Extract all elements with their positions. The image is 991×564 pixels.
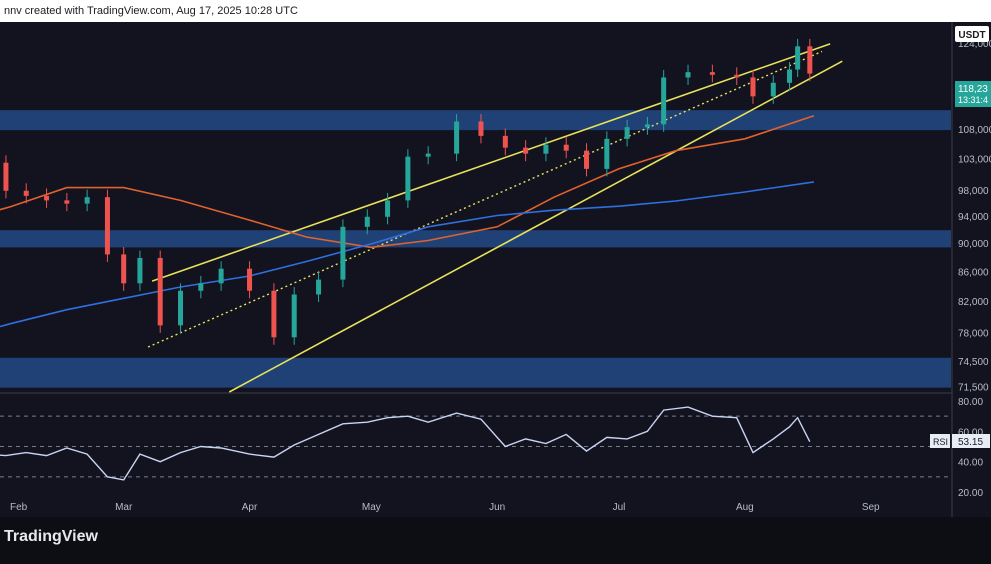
candle-body (84, 197, 90, 204)
candle-body (405, 156, 411, 201)
rsi-line[interactable] (0, 406, 811, 481)
price-tick-label: 71,500 (958, 383, 989, 394)
rsi-tick-label: 80.00 (958, 397, 983, 408)
price-tick-label: 78,000 (958, 328, 989, 339)
candle-body (247, 268, 253, 291)
price-tick-label: 124,000 (958, 39, 991, 50)
candles (3, 38, 813, 345)
candle-body (44, 195, 50, 201)
support-zones (0, 110, 951, 388)
time-tick-label: Mar (115, 502, 133, 513)
rsi-tick-label: 60.00 (958, 427, 983, 438)
candle-body (543, 144, 549, 154)
candle-body (271, 290, 277, 338)
time-tick-label: Apr (242, 502, 258, 513)
countdown-label: 13:31:4 (958, 95, 988, 105)
candle-body (178, 290, 184, 326)
candle-body (795, 46, 801, 70)
candle-body (478, 121, 484, 136)
candle-body (523, 147, 529, 154)
candle-body (770, 82, 776, 97)
last-price-label: 118,23 (958, 84, 988, 95)
time-tick-label: Jul (613, 502, 626, 513)
price-tick-label: 74,500 (958, 357, 989, 368)
rsi-tick-label: 40.00 (958, 458, 983, 469)
candle-body (584, 150, 590, 169)
candle-body (198, 283, 204, 291)
channel-line-2[interactable] (228, 60, 843, 393)
candle-body (454, 121, 460, 154)
ma-line-orange[interactable] (0, 115, 815, 249)
time-tick-label: Aug (736, 502, 754, 513)
channel-lines (147, 43, 843, 393)
time-axis: Feb Mar Apr May Jun Jul Aug Sep (10, 502, 880, 513)
candle-body (624, 127, 630, 139)
price-tick-label: 103,000 (958, 155, 991, 166)
candle-body (137, 257, 143, 284)
candle-body (604, 138, 610, 169)
rsi-levels (0, 415, 951, 478)
candle-body (104, 197, 110, 255)
candle-body (157, 257, 163, 326)
moving-averages (0, 115, 815, 337)
candle-body (750, 77, 756, 97)
rsi-value-tag (952, 434, 990, 448)
time-tick-label: Sep (862, 502, 880, 513)
candle-body (685, 72, 691, 78)
candle-body (3, 162, 9, 191)
rsi-label-tag (930, 434, 950, 448)
support-zone-0 (0, 110, 951, 131)
price-tick-label: 82,000 (958, 297, 989, 308)
candle-body (385, 200, 391, 217)
last-price-tag (955, 81, 991, 107)
candle-body (364, 216, 370, 227)
support-zone-2 (0, 357, 951, 388)
tradingview-logo[interactable]: TradingView (4, 528, 98, 545)
rsi-axis: 80.00 60.00 40.00 20.00 (958, 397, 983, 499)
support-zone-1 (0, 230, 951, 248)
price-chart[interactable]: 124,000 108,000 103,000 98,000 94,000 90,000 8… (0, 0, 991, 517)
candle-body (709, 72, 715, 75)
candle-body (340, 226, 346, 280)
candle-body (734, 74, 740, 78)
footer-bar (0, 517, 991, 564)
candle-body (218, 268, 224, 284)
candle-body (787, 69, 793, 83)
currency-label: USDT (958, 30, 985, 41)
candle-body (425, 153, 431, 157)
candle-body (64, 200, 70, 204)
price-tick-label: 90,000 (958, 239, 989, 250)
candle-body (644, 124, 650, 128)
candle-body (291, 294, 297, 338)
candle-body (807, 46, 813, 74)
rsi-tick-label: 20.00 (958, 488, 983, 499)
time-tick-label: Feb (10, 502, 28, 513)
candle-body (316, 279, 322, 295)
candle-body (563, 144, 569, 151)
time-tick-label: Jun (489, 502, 505, 513)
price-tick-label: 94,000 (958, 212, 989, 223)
price-axis: 124,000 108,000 103,000 98,000 94,000 90,000 8… (958, 39, 991, 394)
chart-background (0, 22, 991, 517)
rsi-value-label: 53.15 (958, 437, 983, 448)
candle-body (661, 77, 667, 125)
currency-badge[interactable] (955, 26, 989, 42)
time-tick-label: May (362, 502, 381, 513)
candle-body (502, 135, 508, 148)
price-tick-label: 86,000 (958, 267, 989, 278)
price-tick-label: 108,000 (958, 125, 991, 136)
candle-body (23, 190, 29, 196)
price-tick-label: 98,000 (958, 186, 989, 197)
candle-body (121, 254, 127, 284)
rsi-label: RSI (933, 437, 948, 447)
rsi-line-group (0, 406, 811, 481)
ma-line-blue[interactable] (0, 181, 815, 337)
header-credit: nnv created with TradingView.com, Aug 17… (0, 0, 991, 22)
channel-line-0[interactable] (151, 43, 831, 282)
